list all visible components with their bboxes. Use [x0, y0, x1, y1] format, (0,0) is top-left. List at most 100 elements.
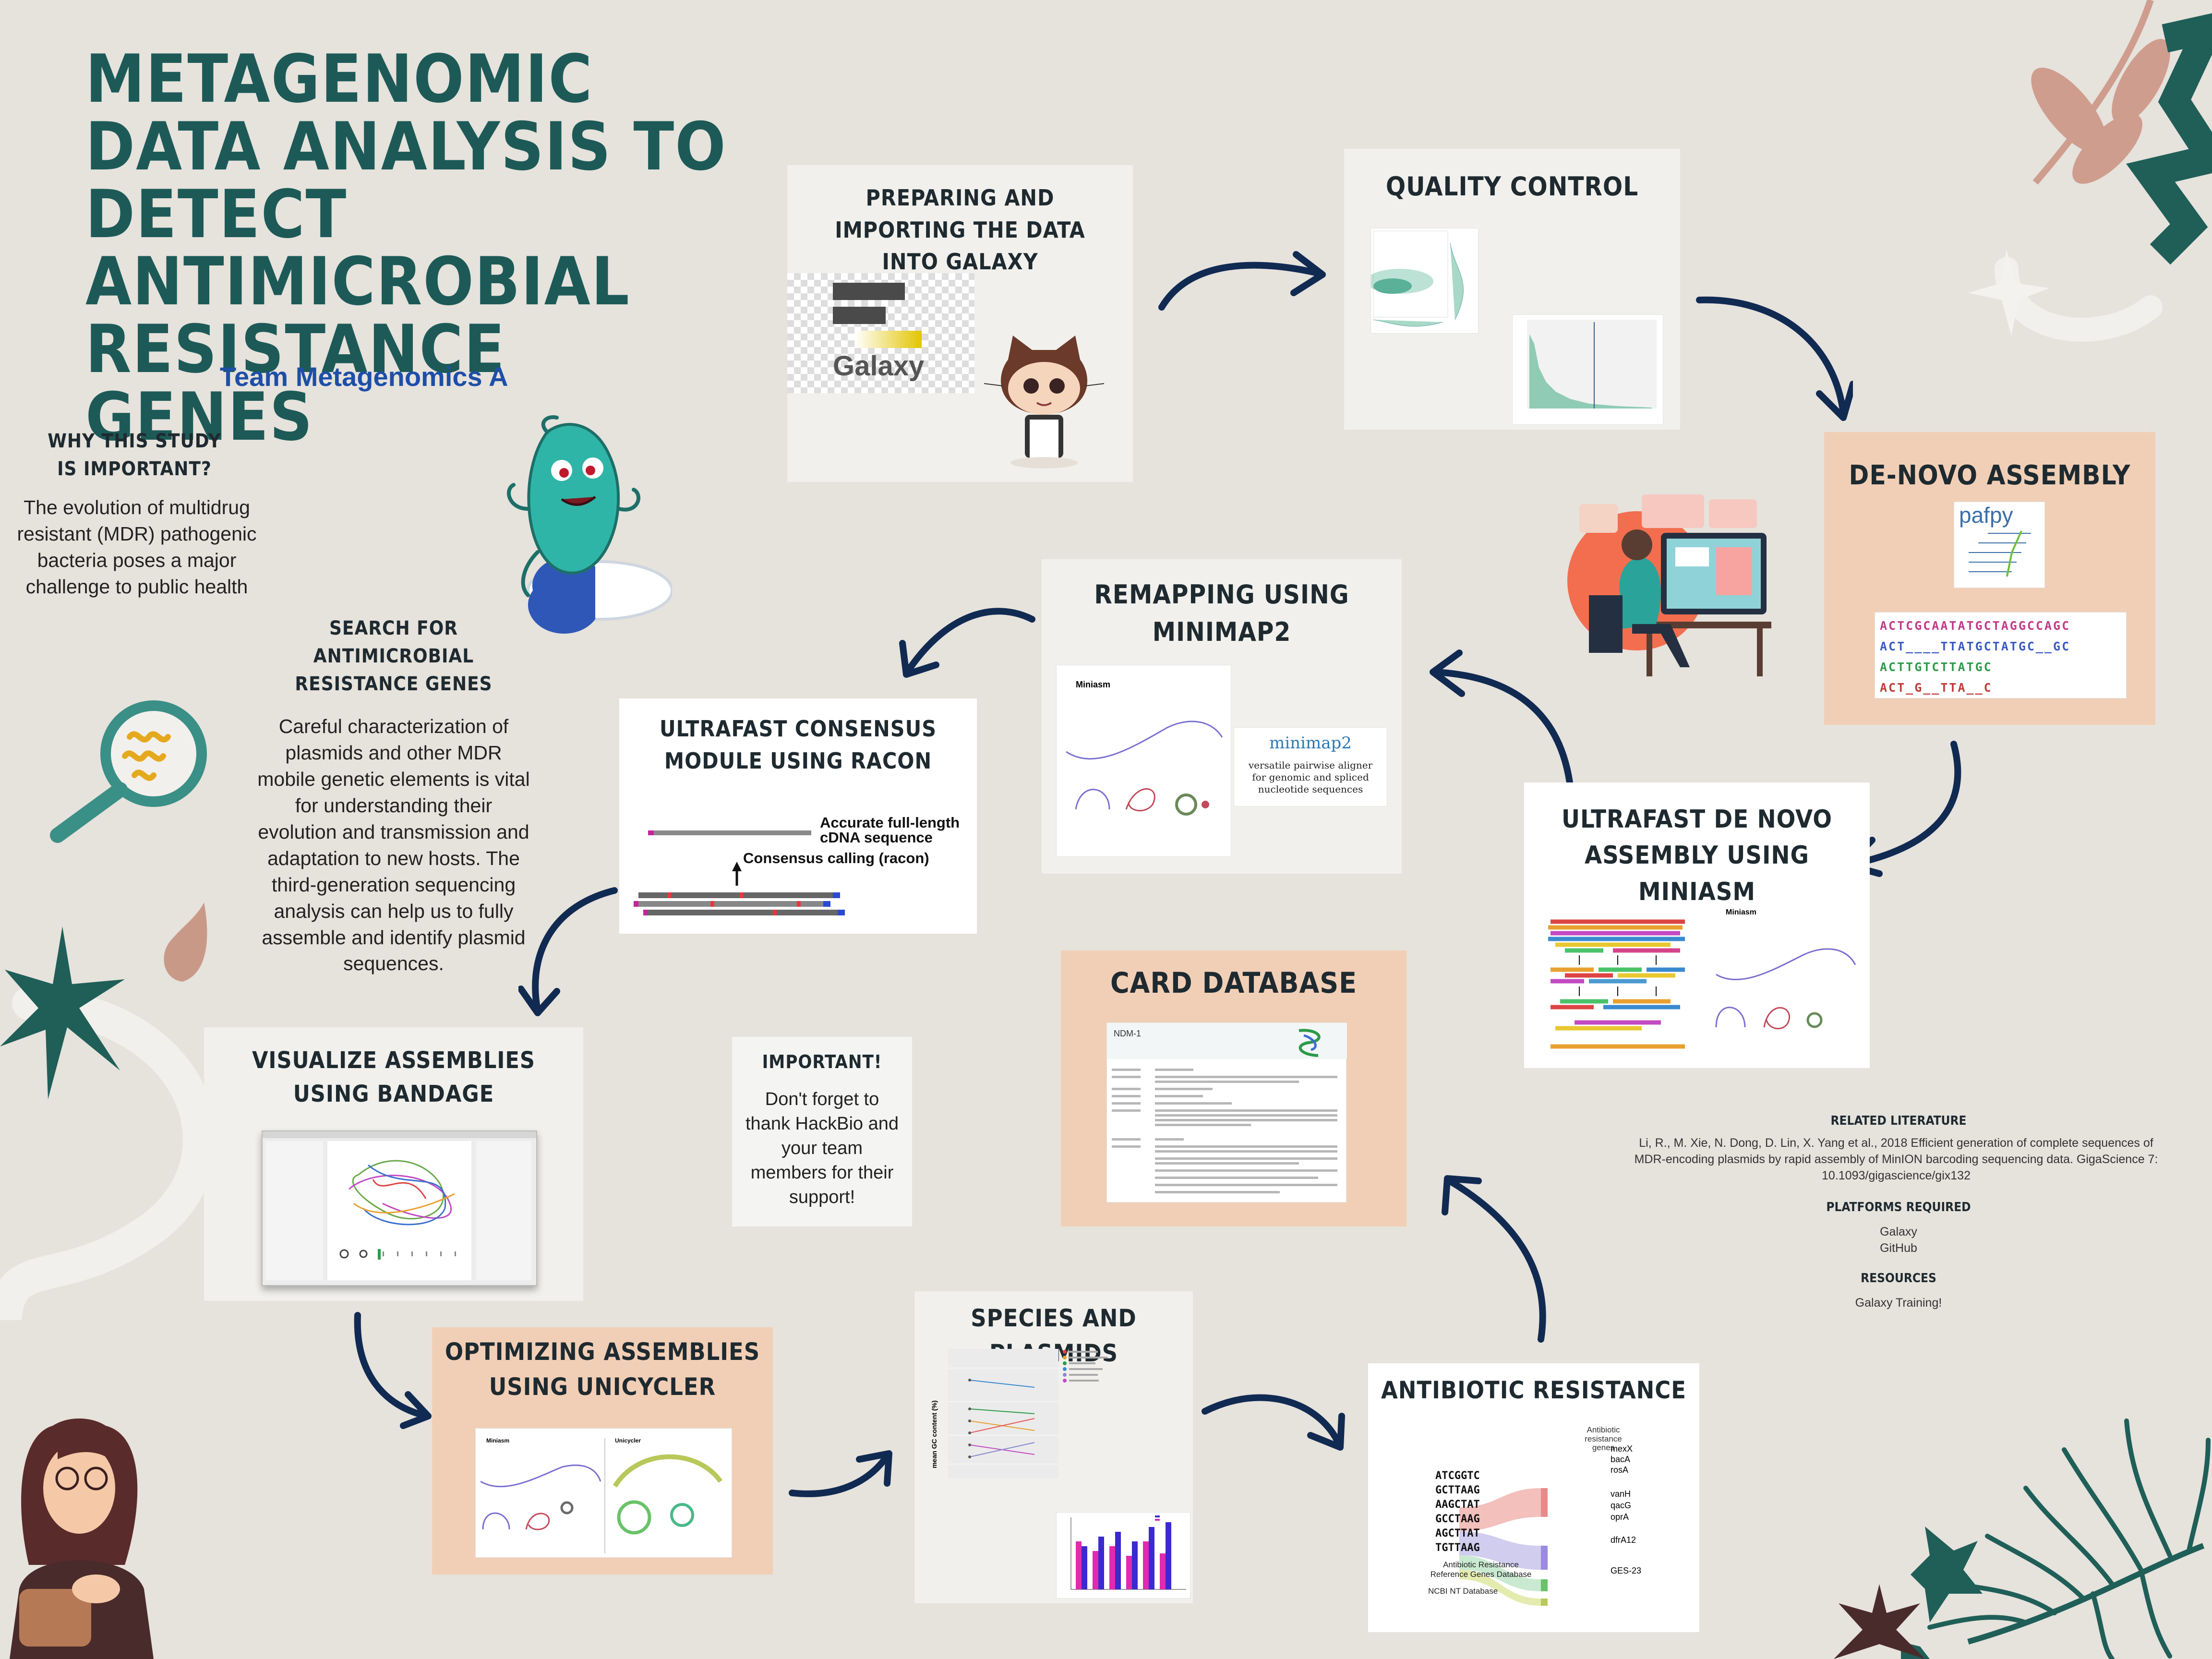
step-bandage-card: VISUALIZE ASSEMBLIES USING BANDAGE: [204, 1027, 583, 1301]
seq-line: ACT_G__TTA__C: [1880, 681, 1993, 695]
bandage-screenshot: [262, 1130, 537, 1286]
flow-arrow-7: [354, 1312, 432, 1429]
step-antibiotic-card: ANTIBIOTIC RESISTANCE ATCGGTC GCTTAAG AA…: [1368, 1363, 1699, 1632]
flow-arrow-9: [1202, 1394, 1345, 1451]
sample-sequences: ATCGGTC GCTTAAG AAGCTAT GCCTAAG AGCTTAT …: [1435, 1469, 1480, 1555]
important-heading: IMPORTANT!: [762, 1051, 882, 1072]
step-species-card: SPECIES AND PLASMIDS mean GC content (%): [914, 1291, 1193, 1603]
step-unicycler-card: OPTIMIZING ASSEMBLIES USING UNICYCLER Mi…: [432, 1327, 773, 1575]
pafpy-logo-text: pafpy: [1959, 503, 2013, 528]
palm-leaf-decoration: [1901, 1419, 2211, 1659]
seq-item: AAGCTAT: [1435, 1499, 1480, 1511]
step-remap-title: REMAPPING USING MINIMAP2: [1094, 579, 1349, 648]
gene-label: mexX: [1611, 1444, 1633, 1454]
decorative-swirl: [0, 986, 216, 1320]
card-entry-screenshot: NDM-1: [1106, 1022, 1347, 1202]
pafpy-logo: pafpy: [1954, 502, 2045, 588]
flow-arrow-2: [1696, 296, 1853, 421]
protein-structure-icon: [1298, 1029, 1321, 1057]
gene-label: rosA: [1611, 1465, 1629, 1475]
search-heading: SEARCH FOR ANTIMICROBIAL RESISTANCE GENE…: [295, 617, 493, 695]
seq-item: GCCTAAG: [1435, 1513, 1480, 1525]
flow-arrow-8: [789, 1450, 892, 1497]
gene-label: bacA: [1611, 1455, 1631, 1464]
card-entry-name: NDM-1: [1114, 1029, 1141, 1038]
flow-arrow-5: [899, 608, 1035, 678]
drop-decoration: [164, 902, 207, 982]
gc-content-plot: [948, 1349, 1107, 1479]
bacteria-illustration: [507, 415, 672, 634]
why-heading: WHY THIS STUDY IS IMPORTANT?: [48, 430, 221, 480]
racon-label-bottom: Consensus calling (racon): [743, 850, 929, 866]
gene-label: dfrA12: [1611, 1535, 1636, 1545]
ncbi-db-label: NCBI NT Database: [1428, 1587, 1498, 1596]
minimap2-logo: minimap2 versatile pairwise aligner for …: [1234, 727, 1387, 806]
unicycler-label-left: Miniasm: [486, 1437, 510, 1444]
species-bar-chart: [1056, 1512, 1190, 1599]
racon-diagram: [634, 830, 845, 915]
step-antibiotic-title: ANTIBIOTIC RESISTANCE: [1381, 1376, 1687, 1404]
step-prepare-title: PREPARING AND IMPORTING THE DATA INTO GA…: [835, 185, 1085, 275]
flow-arrow-10: [1442, 1175, 1546, 1343]
step-racon-card: ULTRAFAST CONSENSUS MODULE USING RACON A…: [619, 698, 977, 934]
unicycler-label-right: Unicycler: [615, 1437, 641, 1444]
literature-heading: RELATED LITERATURE: [1830, 1114, 1967, 1128]
gene-label: qacG: [1611, 1501, 1632, 1510]
step-card-card: CARD DATABASE NDM-1: [1061, 950, 1407, 1226]
resource-item: Galaxy Training!: [1855, 1296, 1942, 1310]
gc-content-ylabel: mean GC content (%): [930, 1400, 938, 1468]
seq-item: AGCTTAT: [1435, 1527, 1480, 1539]
step-remap-card: REMAPPING USING MINIMAP2 Miniasm minimap…: [1042, 559, 1402, 874]
platforms-heading: PLATFORMS REQUIRED: [1826, 1200, 1971, 1214]
resources-heading: RESOURCES: [1861, 1271, 1936, 1286]
sequence-alignment: ACTCGCAATATGCTAGGCCAGC ACT____TTATGCTATG…: [1875, 612, 2127, 698]
flow-arrow-1: [1158, 251, 1326, 311]
literature-text: Li, R., M. Xie, N. Dong, D. Lin, X. Yang…: [1634, 1136, 2158, 1182]
platform-item: GitHub: [1880, 1241, 1917, 1255]
star-decoration: [0, 926, 125, 1099]
assembly-reads-diagram: [1548, 919, 1685, 1049]
seq-item: TGTTAAG: [1435, 1542, 1480, 1554]
gene-label: GES-23: [1611, 1566, 1642, 1575]
search-text: Careful characterization of plasmids and…: [257, 715, 530, 975]
seq-line: ACTCGCAATATGCTAGGCCAGC: [1880, 619, 2071, 633]
flow-arrow-6: [518, 887, 618, 1016]
reference-db-label: Antibiotic Resistance Reference Genes Da…: [1430, 1560, 1532, 1579]
platform-item: Galaxy: [1880, 1225, 1917, 1238]
miniasm-fig-label: Miniasm: [1726, 908, 1757, 916]
github-octocat-icon: [984, 336, 1104, 469]
gene-label: vanH: [1611, 1489, 1631, 1499]
important-note: IMPORTANT! Don't forget to thank HackBio…: [732, 1037, 912, 1226]
step-bandage-title: VISUALIZE ASSEMBLIES USING BANDAGE: [252, 1047, 536, 1107]
step-card-title: CARD DATABASE: [1110, 966, 1358, 1000]
scientist-illustration: [1567, 494, 1771, 676]
miniasm-plot: Miniasm: [1056, 665, 1231, 857]
step-miniasm-title: ULTRAFAST DE NOVO ASSEMBLY USING MINIASM: [1561, 805, 1833, 906]
galaxy-logo-text: Galaxy: [833, 350, 925, 382]
step-prepare-card: PREPARING AND IMPORTING THE DATA INTO GA…: [787, 165, 1133, 482]
gene-label: oprA: [1611, 1512, 1629, 1522]
sankey-diagram: [1459, 1488, 1548, 1606]
step-denovo-card: DE-NOVO ASSEMBLY pafpy ACTCGCAATATGCTAGG…: [1824, 432, 2155, 725]
star-decoration-bottom: [1834, 1584, 1925, 1659]
galaxy-logo: Galaxy: [787, 273, 974, 393]
team-name: Team Metagenomics A: [220, 361, 508, 392]
miniasm-graph: [1715, 948, 1856, 1030]
unicycler-comparison: Miniasm Unicycler: [475, 1428, 732, 1558]
minimap2-desc: versatile pairwise aligner for genomic a…: [1248, 759, 1373, 795]
seq-line: ACT____TTATGCTATGC__GC: [1880, 639, 2071, 653]
why-text: The evolution of multidrug resistant (MD…: [17, 496, 257, 598]
racon-label-top: Accurate full-length cDNA sequence: [820, 814, 960, 846]
step-qc-title: QUALITY CONTROL: [1385, 171, 1639, 202]
poster-title: METAGENOMIC DATA ANALYSIS TO DETECT ANTI…: [85, 40, 727, 456]
minimap2-name: minimap2: [1269, 733, 1352, 753]
important-text: Don't forget to thank HackBio and your t…: [745, 1089, 899, 1207]
magnifier-icon: [50, 700, 207, 843]
seq-item: ATCGGTC: [1435, 1470, 1480, 1482]
step-qc-card: QUALITY CONTROL: [1344, 149, 1680, 430]
flow-arrow-4: [1430, 649, 1573, 786]
seq-item: GCTTAAG: [1435, 1484, 1480, 1496]
qc-density-plot: [1366, 228, 1479, 334]
leaf-branch-decoration: [1968, 0, 2212, 342]
seq-line: ACTTGTCTTATGC: [1880, 660, 1993, 674]
